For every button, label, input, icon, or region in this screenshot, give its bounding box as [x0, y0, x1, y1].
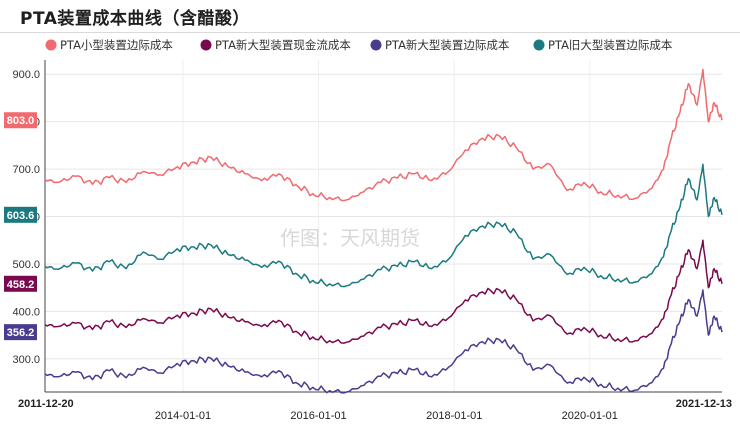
x-tick-label: 2014-01-01 — [155, 410, 211, 422]
y-tick-label: 400.0 — [12, 306, 40, 318]
series-lines — [44, 68, 723, 394]
end-labels: 803.0 458.2 356.2 603.6 — [4, 112, 37, 341]
end-label-text: 356.2 — [7, 327, 35, 339]
legend-marker — [45, 39, 57, 51]
chart-title: PTA装置成本曲线（含醋酸） — [20, 9, 250, 29]
series-line — [44, 239, 723, 344]
series-line — [44, 163, 723, 288]
legend: PTA小型装置边际成本 PTA新大型装置现金流成本 PTA新大型装置边际成本 PTA旧… — [45, 38, 673, 52]
series-line — [44, 68, 723, 202]
title-divider — [0, 32, 740, 33]
x-tick-label: 2016-01-01 — [290, 410, 346, 422]
x-tick-label: 2018-01-01 — [426, 410, 482, 422]
legend-label: PTA旧大型装置边际成本 — [548, 38, 673, 52]
grid — [45, 60, 722, 392]
end-label-text: 803.0 — [7, 115, 35, 127]
end-label-box — [4, 275, 37, 292]
legend-marker — [533, 39, 545, 51]
x-tick-label: 2020-01-01 — [562, 410, 618, 422]
watermark-text: 作图：天风期货 — [280, 226, 420, 250]
y-tick-label: 900.0 — [12, 69, 40, 81]
legend-label: PTA新大型装置现金流成本 — [215, 38, 351, 52]
x-tick-label: 2021-12-13 — [676, 398, 732, 410]
legend-label: PTA小型装置边际成本 — [60, 38, 173, 52]
y-tick-label: 500.0 — [12, 259, 40, 271]
legend-marker — [370, 39, 382, 51]
x-tick-label: 2011-12-20 — [18, 398, 74, 410]
end-label-text: 458.2 — [7, 279, 35, 291]
end-label-box — [4, 206, 37, 223]
end-label-box — [4, 324, 37, 341]
legend-label: PTA新大型装置边际成本 — [385, 38, 510, 52]
legend-marker — [200, 39, 212, 51]
y-tick-label: 300.0 — [12, 354, 40, 366]
series-line — [44, 289, 723, 394]
end-label-text: 603.6 — [7, 210, 35, 222]
y-tick-label: 700.0 — [12, 164, 40, 176]
end-label-box — [4, 112, 37, 129]
